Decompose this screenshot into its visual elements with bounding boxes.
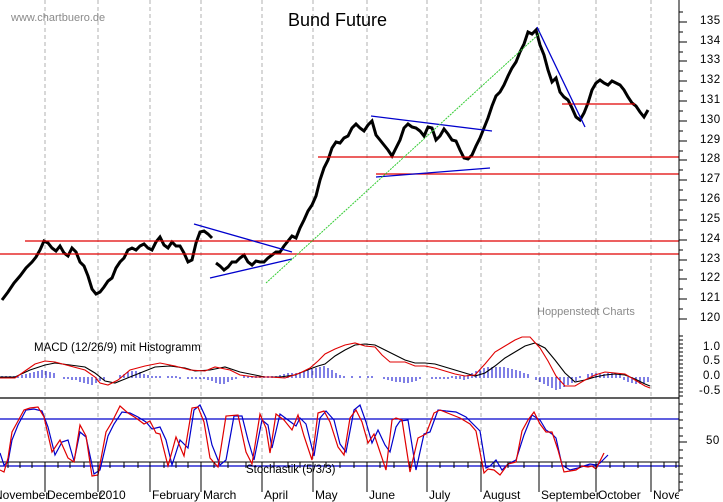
right-axis [678,0,687,492]
watermark: www.chartbuero.de [11,12,106,24]
price-tick: 135 [700,15,721,27]
macd-histogram [1,366,649,390]
price-tick: 121 [700,292,721,304]
price-tick: 131 [700,94,721,106]
month-label: April [264,488,289,502]
price-tick: 134 [700,35,721,47]
macd-tick: 0.0 [703,370,721,382]
macd-line [0,342,651,387]
price-tick: 128 [700,153,721,165]
price-tick: 122 [700,272,721,284]
x-axis-ticks [7,462,677,492]
price-tick: 130 [700,114,721,126]
stoch-tick: 50 [706,435,720,447]
month-label: December [47,488,103,502]
macd-tick: 1.0 [703,341,721,353]
month-gridlines [44,0,652,462]
month-label: November [0,488,50,502]
price-tick: 126 [700,193,721,205]
stoch-d-line [0,403,609,475]
stoch-k-line [0,405,605,477]
month-label: July [429,488,451,502]
month-label: September [541,488,600,502]
source-label: Hoppenstedt Charts [537,306,635,318]
blue-trendlines [193,26,586,279]
support-resistance-lines [0,103,679,255]
month-label: March [203,488,237,502]
price-tick: 125 [700,213,721,225]
month-label: May [315,488,338,502]
month-label: Novem [653,488,679,502]
price-tick: 133 [700,54,721,66]
price-tick: 129 [700,134,721,146]
chart-title: Bund Future [288,10,388,30]
green-trendline [265,32,541,284]
macd-signal-line [0,336,651,389]
month-label: February [152,488,201,502]
stoch-label: Stochastik (5/3/3) [246,464,336,476]
month-label: October [598,488,641,502]
month-label: 2010 [99,488,126,502]
price-tick: 124 [700,233,721,245]
month-label: August [483,488,521,502]
price-bars [0,27,650,301]
month-label: June [369,488,396,502]
macd-tick: 0.5 [703,355,721,367]
price-tick: 120 [700,312,721,324]
price-tick: 132 [700,74,721,86]
price-tick: 127 [700,173,721,185]
price-tick: 123 [700,253,721,265]
macd-label: MACD (12/26/9) mit Histogramm [34,342,201,354]
macd-tick: -0.5 [699,385,721,397]
